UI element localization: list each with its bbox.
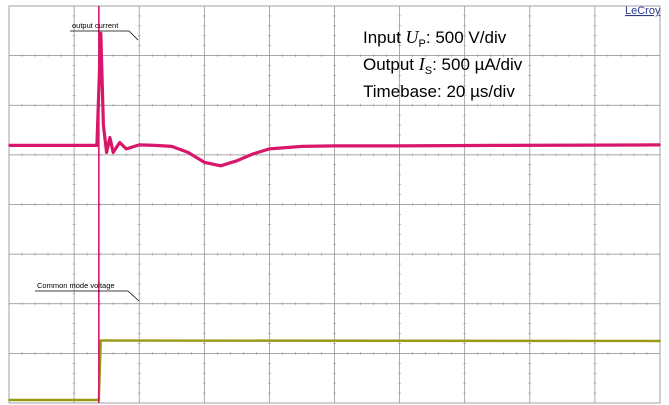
data-point bbox=[333, 145, 336, 147]
data-point bbox=[8, 144, 10, 147]
brand-logo: LeCroy bbox=[625, 5, 661, 17]
data-point bbox=[235, 159, 238, 162]
label-output-current: output current bbox=[70, 21, 139, 41]
svg-text:output current: output current bbox=[72, 21, 119, 30]
data-point bbox=[118, 141, 121, 144]
data-point bbox=[252, 153, 255, 155]
data-point bbox=[170, 145, 173, 148]
data-point bbox=[96, 144, 98, 147]
data-point bbox=[125, 148, 128, 150]
svg-text:Common mode voltage: Common mode voltage bbox=[37, 281, 115, 290]
label-leader bbox=[127, 290, 140, 302]
data-point bbox=[398, 145, 401, 147]
label-common-mode-voltage: Common mode voltage bbox=[35, 281, 140, 302]
data-point bbox=[659, 144, 661, 146]
data-point bbox=[301, 145, 303, 148]
data-point bbox=[154, 144, 157, 147]
data-point bbox=[8, 399, 10, 401]
label-leader bbox=[128, 30, 139, 41]
data-point bbox=[112, 151, 115, 154]
data-point bbox=[105, 151, 108, 154]
setting-timebase: Timebase: 20 µs/div bbox=[363, 82, 515, 101]
data-point bbox=[187, 151, 189, 154]
data-point bbox=[496, 144, 499, 147]
grid bbox=[8, 5, 661, 404]
setting-input: Input UP: 500 V/div bbox=[363, 27, 507, 50]
data-point bbox=[268, 148, 271, 150]
traces bbox=[8, 6, 661, 403]
trace-line bbox=[9, 339, 661, 402]
setting-output: Output IS: 500 µA/div bbox=[363, 54, 523, 77]
data-point bbox=[102, 124, 105, 126]
data-point bbox=[99, 32, 102, 35]
data-point bbox=[109, 136, 111, 139]
data-point bbox=[203, 161, 206, 164]
data-point bbox=[99, 339, 102, 342]
data-point bbox=[659, 340, 661, 342]
grid-frame bbox=[8, 5, 661, 404]
data-point bbox=[219, 164, 222, 167]
data-point bbox=[138, 144, 141, 146]
trace-output-current bbox=[8, 31, 661, 168]
